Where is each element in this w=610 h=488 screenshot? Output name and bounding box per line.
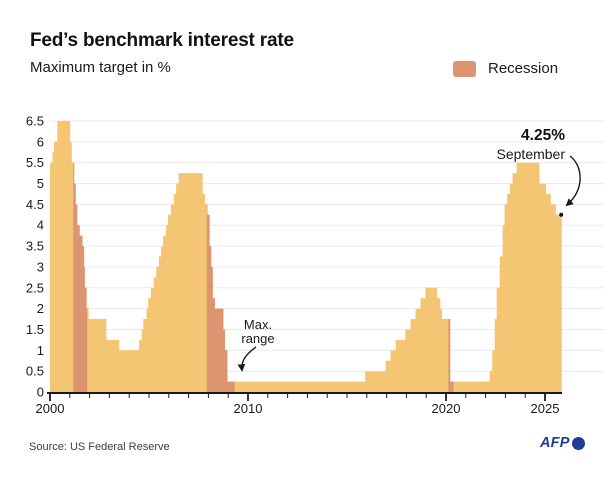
afp-logo: AFP — [540, 435, 585, 451]
x-tick-label: 2010 — [234, 401, 263, 416]
max-range-arrow — [237, 346, 257, 372]
y-tick-label: 4 — [37, 218, 44, 233]
max-range-annotation: Max. range — [233, 318, 283, 346]
x-tick-label: 2000 — [36, 401, 65, 416]
legend-label: Recession — [488, 60, 559, 77]
y-tick-label: 0 — [37, 385, 44, 400]
annotation-arrows — [237, 155, 581, 372]
source-note: Source: US Federal Reserve — [29, 441, 170, 453]
x-tick-label: 2020 — [432, 401, 461, 416]
y-tick-label: 1.5 — [26, 322, 44, 337]
chart-plot: 2000 2010 2020 2025 0 0.5 1 1.5 2 2.5 3 3.5 4 4.5 5 5.5… — [26, 114, 604, 416]
x-tick-label: 2025 — [531, 401, 560, 416]
y-tick-label: 3 — [37, 259, 44, 274]
y-tick-label: 0.5 — [26, 364, 44, 379]
latest-rate-value: 4.25% — [521, 127, 565, 144]
y-tick-label: 2.5 — [26, 280, 44, 295]
afp-logo-text: AFP — [540, 435, 570, 451]
y-tick-label: 5 — [37, 176, 44, 191]
max-range-line2: range — [241, 331, 275, 346]
legend: Recession — [453, 60, 558, 77]
y-tick-label: 5.5 — [26, 155, 44, 170]
rate-area — [50, 121, 562, 392]
y-tick-label: 6.5 — [26, 114, 44, 129]
latest-rate-arrow — [565, 155, 581, 207]
recession-swatch-icon — [453, 60, 476, 77]
page-title: Fed’s benchmark interest rate — [30, 30, 294, 51]
max-range-line1: Max. — [243, 317, 273, 332]
y-tick-label: 1 — [37, 343, 44, 358]
latest-rate-month: September — [496, 146, 565, 162]
afp-circle-icon — [571, 436, 585, 450]
y-tick-label: 4.5 — [26, 197, 44, 212]
latest-point-dot — [559, 212, 564, 217]
y-tick-label: 3.5 — [26, 239, 44, 254]
latest-rate-annotation: 4.25% September — [497, 127, 565, 162]
y-tick-label: 6 — [37, 134, 44, 149]
y-tick-label: 2 — [37, 301, 44, 316]
chart-subtitle: Maximum target in % — [30, 59, 171, 76]
